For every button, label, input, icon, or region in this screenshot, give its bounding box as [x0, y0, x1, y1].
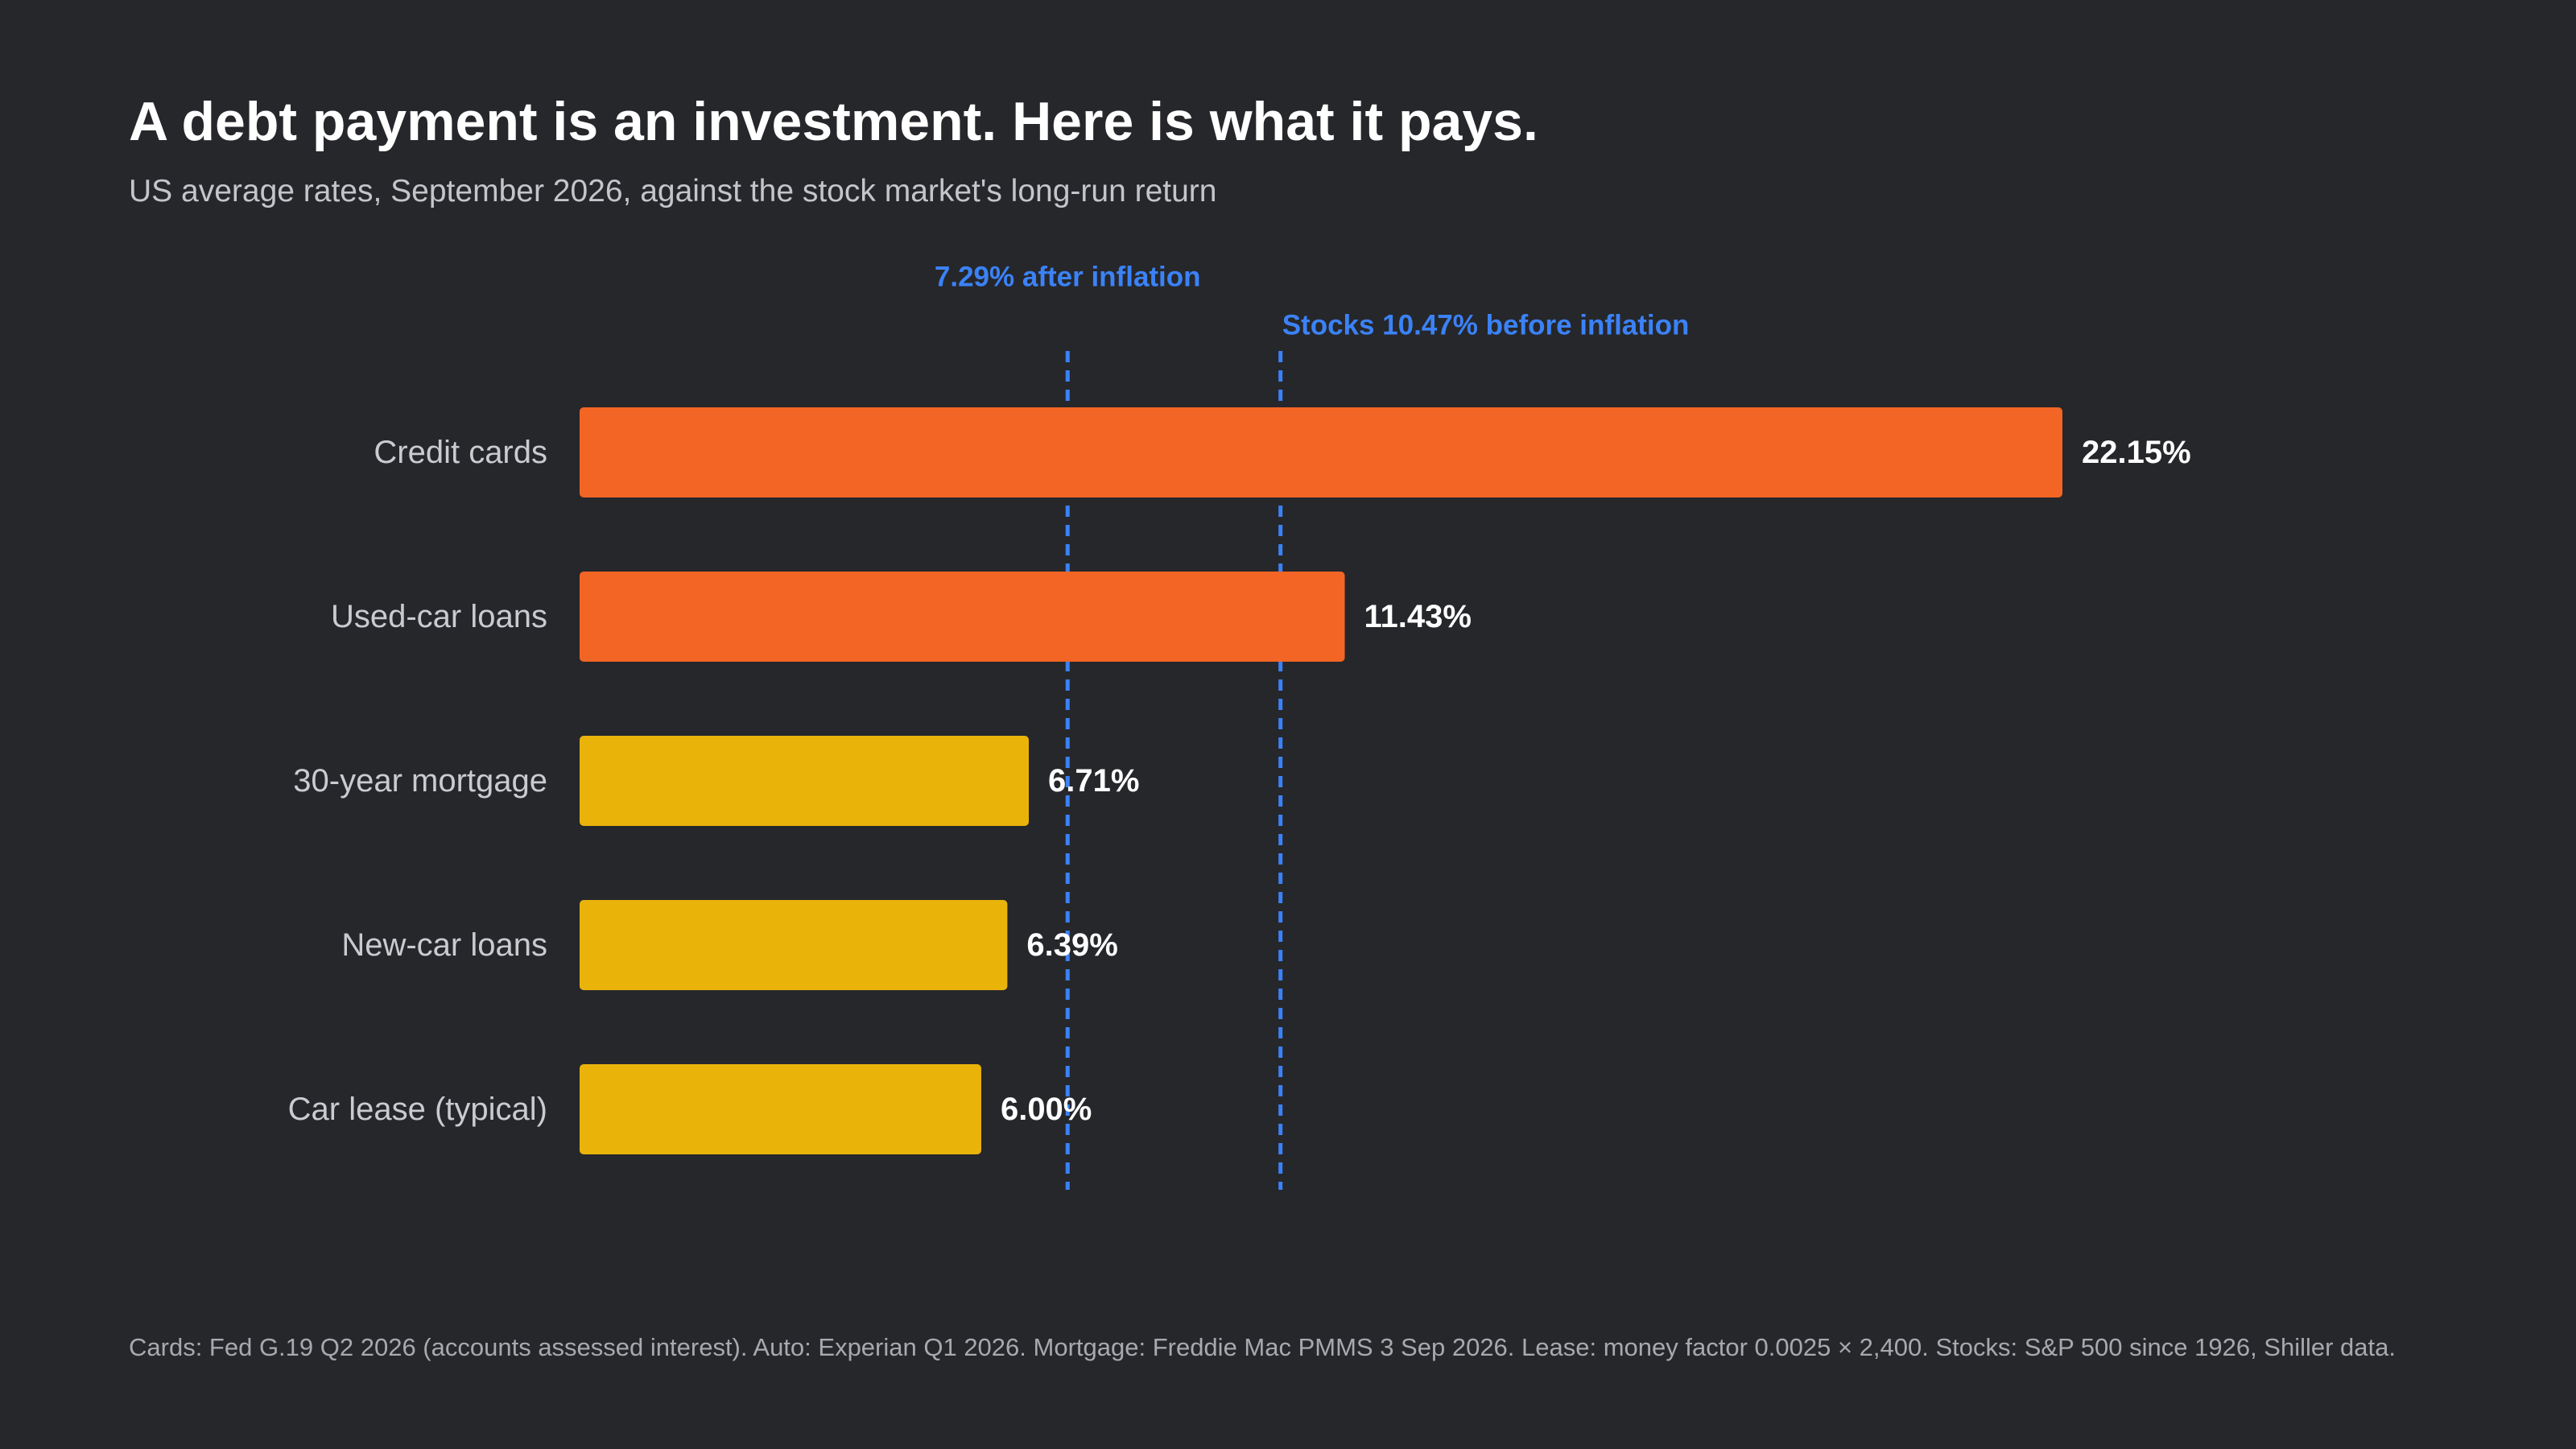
reference-labels: 7.29% after inflation Stocks 10.47% befor… [935, 262, 1689, 341]
category-label: New-car loans [341, 927, 547, 963]
value-label: 22.15% [2082, 435, 2191, 470]
bar [580, 1064, 981, 1154]
bar-row-credit-cards: Credit cards 22.15% [374, 407, 2191, 497]
chart-title: A debt payment is an investment. Here is… [129, 91, 1538, 152]
bar [580, 900, 1008, 990]
reference-label-10-47: Stocks 10.47% before inflation [1282, 310, 1690, 341]
category-label: 30-year mortgage [293, 763, 547, 799]
bar-row-car-lease-typical: Car lease (typical) 6.00% [288, 1064, 1092, 1154]
bar-row-30-year-mortgage: 30-year mortgage 6.71% [293, 736, 1139, 826]
category-label: Used-car loans [331, 599, 547, 634]
reference-label-7-29: 7.29% after inflation [935, 262, 1201, 293]
value-label: 11.43% [1364, 599, 1472, 634]
value-label: 6.39% [1026, 927, 1117, 963]
bar-row-used-car-loans: Used-car loans 11.43% [331, 572, 1472, 662]
category-label: Car lease (typical) [288, 1092, 547, 1127]
bar [580, 736, 1030, 826]
bar [580, 572, 1345, 662]
source-note: Cards: Fed G.19 Q2 2026 (accounts assess… [129, 1333, 2396, 1361]
value-label: 6.71% [1048, 763, 1139, 799]
category-label: Credit cards [374, 435, 547, 470]
bar-row-new-car-loans: New-car loans 6.39% [341, 900, 1118, 990]
value-label: 6.00% [1001, 1092, 1092, 1127]
bars-group: Credit cards 22.15% Used-car loans 11.43% 30… [288, 407, 2191, 1154]
bar [580, 407, 2062, 497]
chart-subtitle: US average rates, September 2026, agains… [129, 174, 1217, 208]
